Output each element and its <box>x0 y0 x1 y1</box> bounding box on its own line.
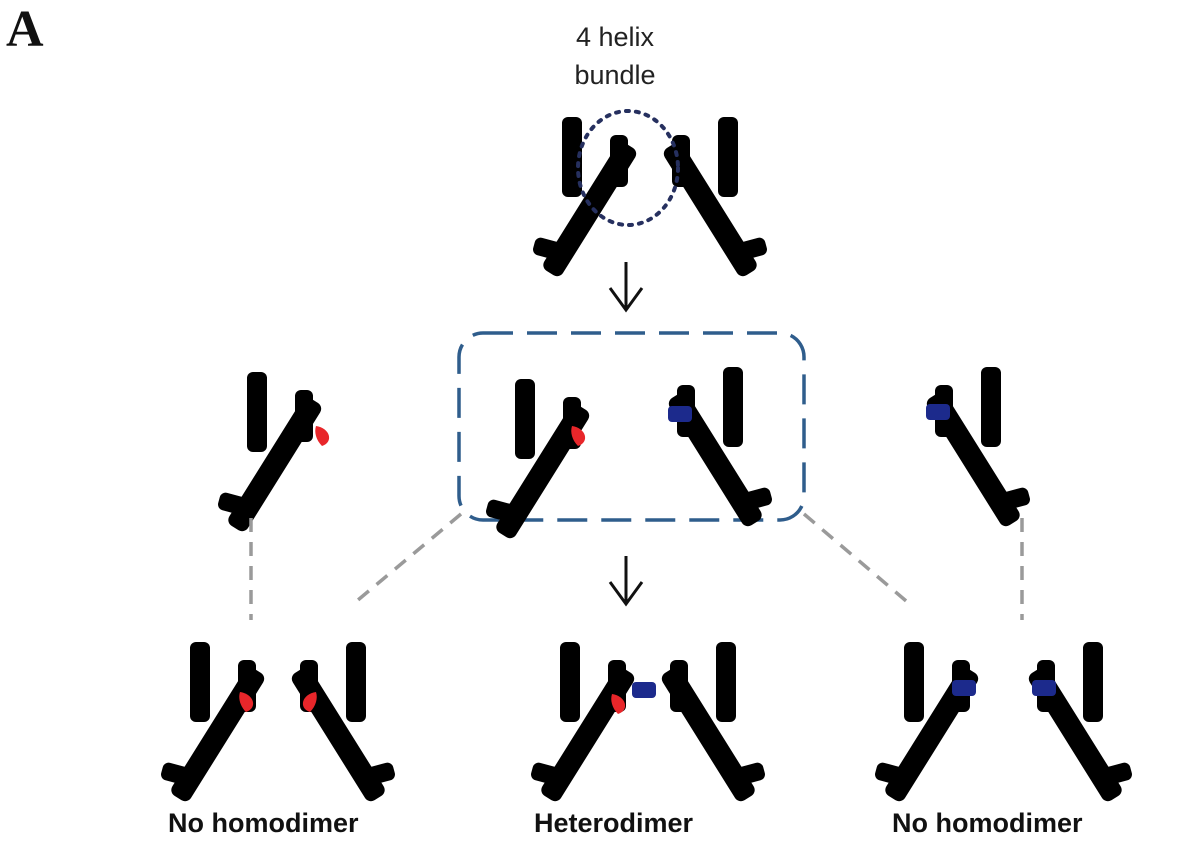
wildtype-dimer <box>522 97 778 289</box>
annotation-line-1: 4 helix <box>575 22 655 52</box>
grey-monomer-a-left <box>150 622 270 814</box>
caption-no-homodimer-right: No homodimer <box>892 808 1083 838</box>
mutant-a-monomer-left <box>207 352 327 544</box>
mutation-b-box <box>668 406 692 422</box>
mutation-a-box <box>571 426 586 446</box>
mutation-b-hetero <box>632 682 656 698</box>
grey-monomer-b-right <box>1023 622 1143 814</box>
helix-bundle-annotation: 4 helix bundle <box>520 18 710 94</box>
arrow-down-2 <box>608 556 644 607</box>
grey-monomer-a-right <box>286 622 406 814</box>
mutation-a-grey-right <box>302 692 317 712</box>
caption-no-homodimer-left: No homodimer <box>168 808 359 838</box>
helix-bundle-circle <box>576 109 680 227</box>
homodimer-a-grey <box>150 622 406 814</box>
connector-right-diagonal <box>802 512 914 608</box>
panel-letter: A <box>6 1 44 58</box>
mutant-a-monomer-box <box>475 359 595 551</box>
caption-heterodimer: Heterodimer <box>534 808 694 838</box>
wildtype-monomer-right <box>658 97 778 289</box>
heterodimer-cyan <box>520 622 776 814</box>
heterodimer-pair-box <box>457 331 806 522</box>
hetero-monomer-left <box>520 622 640 814</box>
annotation-line-2: bundle <box>574 60 656 90</box>
mutation-b-grey-right <box>1032 680 1056 696</box>
mutant-b-monomer-right <box>921 347 1041 539</box>
homodimer-b-grey <box>864 622 1143 814</box>
connector-lines <box>249 512 1024 620</box>
arrow-down-1 <box>608 262 644 313</box>
mutation-b-right <box>926 404 950 420</box>
mutation-a-left <box>315 426 330 446</box>
hetero-monomer-right <box>656 622 776 814</box>
mutation-b-grey-left <box>952 680 976 696</box>
mutation-a-grey-left <box>239 692 254 712</box>
mutation-a-hetero <box>611 694 626 714</box>
mutant-b-monomer-box <box>663 347 783 539</box>
connector-left-diagonal <box>350 512 463 607</box>
grey-monomer-b-left <box>864 622 984 814</box>
